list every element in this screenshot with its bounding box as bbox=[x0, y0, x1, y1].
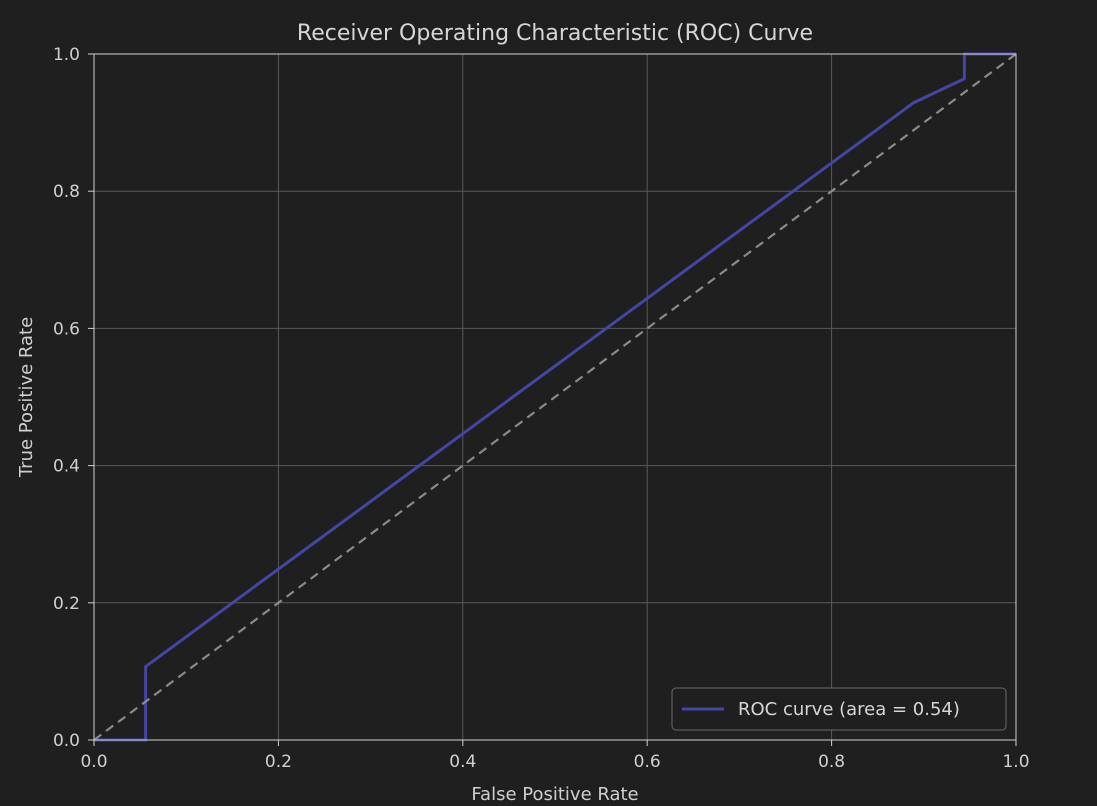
x-tick-label: 0.4 bbox=[449, 752, 476, 772]
y-tick-label: 0.6 bbox=[53, 319, 80, 339]
plot-frame bbox=[93, 53, 1017, 741]
x-tick-label: 0.6 bbox=[634, 752, 661, 772]
chart-title: Receiver Operating Characteristic (ROC) … bbox=[297, 21, 813, 46]
x-tick-label: 0.0 bbox=[80, 752, 107, 772]
y-tick-label: 0.2 bbox=[53, 594, 80, 614]
series-layer bbox=[93, 52, 1017, 742]
diagonal-reference-line bbox=[93, 53, 1017, 741]
y-tick-label: 0.4 bbox=[53, 457, 80, 477]
x-tick-label: 1.0 bbox=[1002, 752, 1029, 772]
y-axis-label: True Positive Rate bbox=[16, 317, 37, 478]
legend: ROC curve (area = 0.54) bbox=[671, 687, 1007, 731]
ticks: 0.0 0.2 0.4 0.6 0.8 1.0 0.0 0.2 0.4 0.6 0.8 1.0 bbox=[53, 45, 1030, 772]
x-tick-label: 0.2 bbox=[265, 752, 292, 772]
y-tick-label: 0.0 bbox=[53, 731, 80, 751]
legend-box bbox=[671, 687, 1007, 731]
y-tick-label: 1.0 bbox=[53, 45, 80, 65]
y-tick-label: 0.8 bbox=[53, 182, 80, 202]
legend-label-roc: ROC curve (area = 0.54) bbox=[738, 699, 960, 720]
x-axis-label: False Positive Rate bbox=[471, 784, 638, 805]
x-tick-label: 0.8 bbox=[818, 752, 845, 772]
